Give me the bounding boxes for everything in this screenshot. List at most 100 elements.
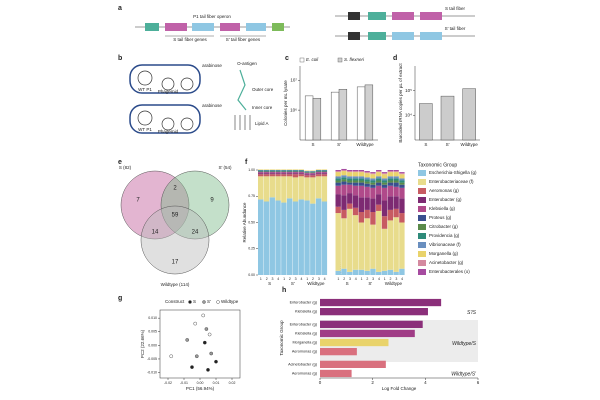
x-tick-label: 1 — [306, 277, 308, 281]
bar-segment — [281, 171, 287, 172]
bar-segment — [352, 170, 359, 172]
bar-segment — [304, 172, 310, 173]
bar-segment — [358, 185, 365, 198]
legend-title: Construct — [165, 299, 185, 304]
y-tick-label: Morganella (g) — [293, 341, 318, 345]
point — [185, 338, 189, 342]
bar-segment — [341, 218, 347, 269]
bar-segment — [286, 169, 293, 170]
x-tick-label: 2 — [312, 277, 314, 281]
bar-segment — [393, 170, 399, 172]
point — [204, 327, 209, 331]
bar-segment — [281, 173, 287, 175]
x-tick-label: Wildtype — [461, 142, 479, 147]
bar-segment — [310, 177, 316, 204]
bar — [320, 308, 428, 316]
venn-label: S' (54) — [218, 165, 232, 170]
bar — [320, 369, 352, 378]
bar-segment — [364, 197, 370, 210]
group-label: Wildtype — [385, 281, 403, 286]
bar-segment — [292, 173, 299, 175]
bar-segment — [352, 171, 359, 173]
bar-segment — [269, 173, 275, 175]
x-tick-label: S' — [446, 142, 450, 147]
bar-segment — [341, 184, 347, 196]
bar-segment — [387, 170, 394, 172]
bar-segment — [347, 170, 353, 172]
bar-segment — [315, 171, 322, 172]
group-label: Wildtype — [307, 281, 325, 286]
bar-segment — [286, 170, 293, 171]
bar — [419, 103, 433, 141]
bar-segment — [286, 171, 293, 172]
bar-segment — [352, 176, 359, 179]
label: WT P1 — [138, 87, 152, 92]
bar-segment — [358, 269, 365, 275]
bar-segment — [286, 173, 293, 175]
bar-segment — [275, 173, 281, 175]
bar — [330, 91, 340, 141]
bar-segment — [347, 176, 353, 179]
venn-count: 59 — [172, 213, 179, 219]
y-tick-label: 0.010 — [148, 316, 157, 320]
y-axis-label: Relative Abundance — [242, 202, 247, 243]
x-tick-label: 3 — [318, 277, 320, 281]
y-tick-label: 10⁷ — [290, 77, 297, 82]
bar-segment — [393, 178, 399, 181]
venn-count: 14 — [152, 230, 159, 236]
venn-count: 2 — [173, 186, 177, 192]
bar — [312, 97, 322, 141]
group-label: S' — [291, 281, 295, 286]
fiber-label: S' tail fiber — [445, 26, 466, 31]
bar-segment — [387, 196, 394, 210]
bar-segment — [387, 176, 394, 179]
bar-segment — [263, 201, 270, 275]
bar-segment — [310, 170, 316, 172]
bar-segment — [263, 173, 270, 175]
bar-segment — [304, 175, 310, 178]
bar-segment — [370, 178, 376, 181]
bar — [320, 360, 386, 368]
bar-segment — [370, 212, 376, 225]
y-axis-label: Barcoded rRNA copies per µL of extract — [398, 63, 403, 143]
bar-segment — [376, 170, 382, 172]
bar-segment — [352, 178, 359, 181]
legend-label: Wildtype — [221, 299, 239, 304]
bar-segment — [399, 172, 405, 174]
bar-segment — [347, 203, 353, 209]
label: WT P1 — [138, 127, 152, 132]
label: arabinose — [202, 103, 222, 108]
x-tick-label: 6 — [477, 380, 480, 385]
point — [201, 313, 205, 318]
point — [194, 354, 199, 359]
bar-segment — [393, 217, 399, 272]
bar-segment — [364, 171, 370, 173]
x-tick-label: 2 — [266, 277, 268, 281]
x-tick-label: 0.00 — [197, 381, 204, 385]
bar — [320, 338, 389, 347]
x-tick-label: -0.01 — [180, 381, 188, 385]
bar-segment — [376, 182, 382, 186]
bar-segment — [298, 199, 304, 275]
bar-segment — [258, 170, 264, 172]
bar-segment — [298, 172, 304, 174]
legend-label: Enterobacter (g) — [429, 197, 462, 202]
panel-letter: f — [245, 159, 248, 166]
bar-segment — [352, 180, 359, 183]
bar-segment — [347, 180, 353, 183]
bar-segment — [387, 180, 394, 183]
bar-segment — [258, 171, 264, 172]
bar-segment — [310, 203, 316, 275]
bar-segment — [269, 197, 275, 275]
group-label: Wildtype/S' — [451, 372, 477, 378]
bar-segment — [358, 222, 365, 270]
bar-segment — [387, 220, 394, 270]
bar-segment — [341, 179, 347, 182]
x-tick-label: S — [424, 142, 427, 147]
point — [207, 332, 212, 337]
bar-segment — [304, 171, 310, 173]
bar-segment — [292, 177, 299, 202]
bar-segment — [364, 270, 370, 275]
group-label: S — [346, 281, 349, 286]
legend-label: S' — [207, 299, 211, 304]
